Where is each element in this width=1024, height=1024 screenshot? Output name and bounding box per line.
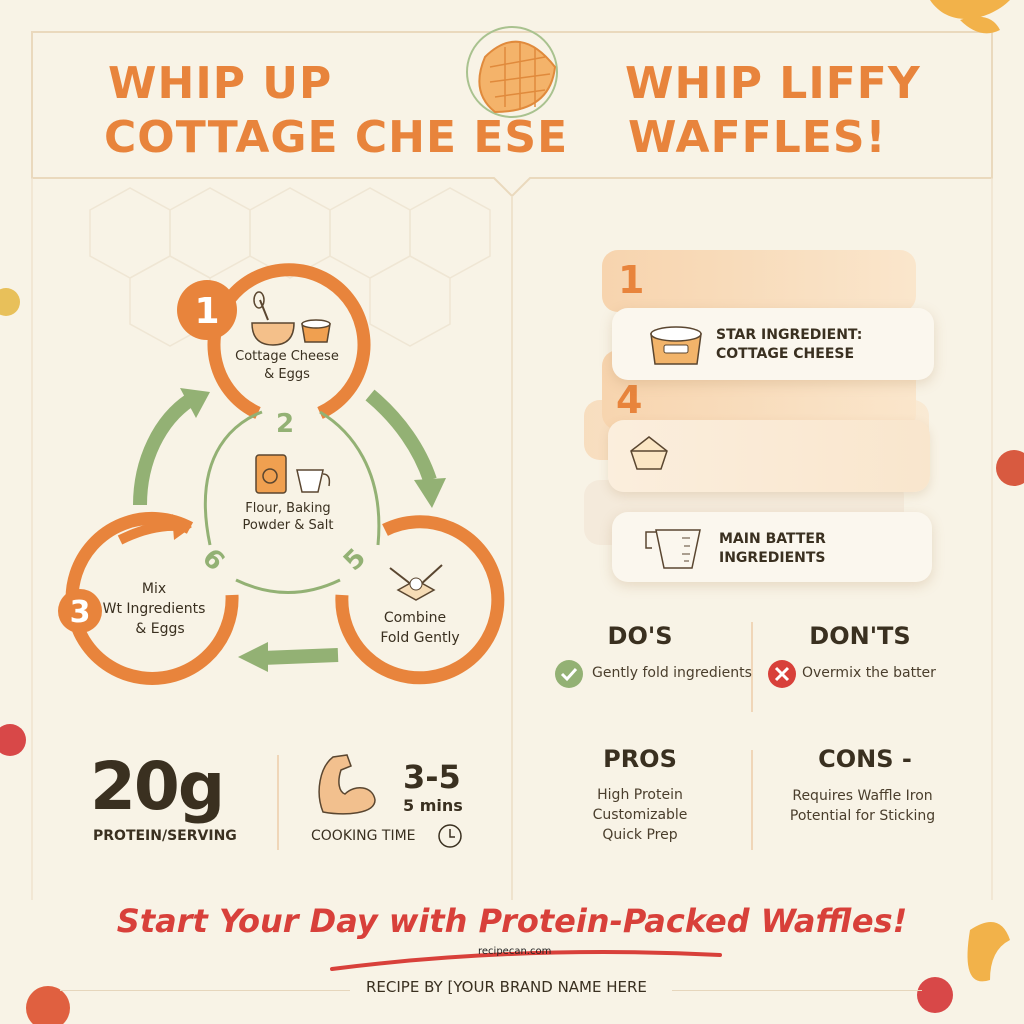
title-right-line1: WHIP LIFFY: [625, 58, 921, 109]
clock-icon: [438, 824, 462, 848]
divider: [751, 750, 753, 850]
step2-shape: [203, 410, 381, 594]
divider: [751, 622, 753, 712]
protein-label: PROTEIN/SERVING: [93, 828, 237, 844]
ingredient-label: MAIN BATTER: [719, 531, 826, 547]
measuring-cup-icon: [645, 529, 701, 569]
cycle-diagram: 1 2 3 5 6 Cottage Cheese & Eggs Flour, B…: [58, 263, 505, 685]
step5-label: Fold Gently: [380, 630, 459, 646]
step5-ring: [335, 515, 505, 685]
divider: [277, 755, 279, 850]
recipe-credit: RECIPE BY [YOUR BRAND NAME HERE: [366, 978, 647, 996]
pros-list: High Protein Customizable Quick Prep: [560, 785, 720, 845]
flour-scoop-icon: [630, 436, 668, 470]
divider: [60, 990, 350, 991]
step3-badge: [58, 589, 102, 633]
cooking-time-unit: 5 mins: [403, 796, 463, 815]
arrow-up-icon: [180, 388, 210, 418]
step1-label: & Eggs: [264, 367, 310, 382]
cons-title: CONS -: [818, 745, 912, 773]
spatula-fold-icon: [389, 564, 443, 601]
whisk-bowl-icon: [251, 291, 295, 346]
ingredient-label: STAR INGREDIENT:: [716, 327, 863, 343]
arrow-down-icon: [414, 478, 446, 508]
pros-item: Quick Prep: [602, 827, 678, 843]
check-icon: [555, 660, 583, 688]
protein-value: 20g: [90, 748, 225, 825]
flour-bag-icon: [255, 454, 287, 494]
dos-item: Gently fold ingredients: [592, 665, 752, 681]
step2-label: Flour, Baking: [245, 501, 330, 516]
cooking-time-value: 3-5: [403, 758, 461, 796]
cottage-cheese-tub-icon: [650, 326, 702, 365]
cons-item: Requires Waffle Iron: [792, 788, 933, 804]
ingredient-card-batter: MAIN BATTER INGREDIENTS: [612, 512, 932, 582]
step2-label: Powder & Salt: [243, 518, 334, 533]
cottage-cheese-tub-icon: [301, 319, 331, 343]
title-left-line1: WHIP UP: [108, 58, 333, 109]
step1-number: 1: [194, 291, 219, 332]
cons-list: Requires Waffle Iron Potential for Stick…: [770, 786, 955, 826]
tagline: Start Your Day with Protein-Packed Waffl…: [116, 902, 908, 940]
step3-label: Wt Ingredients: [103, 601, 206, 617]
step3-ring: [65, 511, 239, 685]
divider: [672, 990, 922, 991]
ingredient-card-flour: [608, 420, 930, 492]
arrow-left-icon: [238, 642, 268, 672]
step6-number: 6: [196, 543, 230, 577]
step1-label: Cottage Cheese: [235, 349, 339, 364]
ingredient-number-1: 1: [618, 258, 645, 302]
ingredient-label: COTTAGE CHEESE: [716, 346, 855, 362]
cross-icon: [768, 660, 796, 688]
step3-number: 3: [70, 595, 91, 630]
pros-item: High Protein: [597, 787, 683, 803]
step1-badge: [177, 280, 237, 340]
dos-title: DO'S: [607, 622, 673, 650]
step2-number: 2: [276, 409, 294, 439]
pros-item: Customizable: [592, 807, 688, 823]
title-left-line2: COTTAGE CHE ESE: [104, 112, 569, 163]
ingredient-label: INGREDIENTS: [719, 550, 826, 566]
flexed-bicep-icon: [318, 754, 376, 815]
step5-number: 5: [338, 543, 372, 577]
donts-item: Overmix the batter: [802, 665, 936, 681]
title-right-line2: WAFFLES!: [628, 112, 887, 163]
brush-underline: [330, 950, 722, 971]
cooking-time-label: COOKING TIME: [311, 828, 416, 844]
cons-item: Potential for Sticking: [789, 808, 936, 824]
step3-label: Mix: [142, 581, 166, 597]
measuring-cup-icon: [296, 469, 331, 493]
pros-title: PROS: [603, 745, 677, 773]
step5-label: Combine: [384, 610, 446, 626]
waffle-logo-icon: [466, 26, 558, 118]
honey-drip-icon: [930, 0, 1010, 34]
watermark: recipecan.com: [478, 946, 552, 957]
step1-ring: [207, 263, 371, 419]
ingredient-card-star: STAR INGREDIENT: COTTAGE CHEESE: [612, 308, 934, 380]
ingredient-number-4: 4: [616, 378, 643, 422]
donts-title: DON'TS: [809, 622, 911, 650]
ingredient-card-back-1: [602, 250, 916, 312]
step3-label: & Eggs: [135, 621, 184, 637]
